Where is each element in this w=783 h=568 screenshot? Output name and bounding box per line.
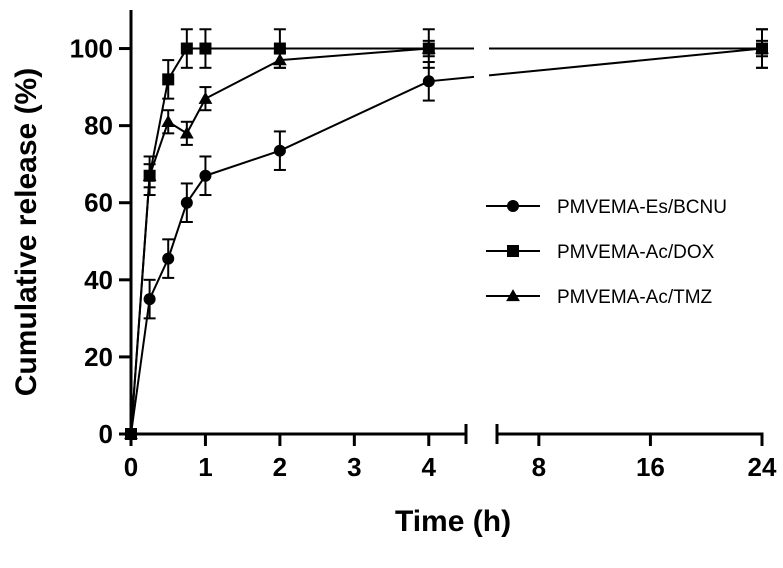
x-axis-title: Time (h) <box>395 505 511 538</box>
series-layer <box>124 28 769 440</box>
data-point-circle <box>162 252 175 265</box>
legend-marker-triangle <box>506 289 520 302</box>
x-tick-label: 16 <box>636 452 665 482</box>
legend-label: PMVEMA-Ac/DOX <box>557 242 715 263</box>
data-point-triangle <box>198 91 213 104</box>
data-point-square <box>180 42 193 55</box>
legend: PMVEMA-Es/BCNU PMVEMA-Ac/DOX PMVEMA-Ac/TMZ <box>486 197 727 308</box>
data-point-square <box>199 42 212 55</box>
legend-label: PMVEMA-Es/BCNU <box>557 197 727 218</box>
data-point-circle <box>422 75 435 88</box>
data-point-circle <box>143 293 156 306</box>
legend-label: PMVEMA-Ac/TMZ <box>557 287 713 308</box>
y-tick-label: 40 <box>84 265 113 295</box>
data-point-triangle <box>755 41 769 54</box>
series-line <box>130 175 151 435</box>
y-tick-label: 80 <box>84 111 113 141</box>
series-line <box>488 47 763 77</box>
data-point-circle <box>180 196 193 209</box>
legend-item: PMVEMA-Es/BCNU <box>486 197 727 218</box>
data-point-triangle <box>124 427 138 440</box>
data-point-triangle <box>179 126 194 139</box>
series-line <box>148 121 170 177</box>
x-tick-label: 2 <box>273 452 287 482</box>
x-tick-label: 3 <box>347 452 361 482</box>
series-triangle <box>124 39 769 440</box>
legend-marker-circle <box>507 200 519 212</box>
series-line <box>279 47 429 62</box>
data-point-circle <box>199 169 212 182</box>
series-line <box>279 80 430 152</box>
series-line <box>148 258 170 300</box>
data-point-triangle <box>142 168 157 181</box>
series-line <box>148 79 170 176</box>
data-point-triangle <box>161 114 176 127</box>
data-point-triangle <box>272 53 287 66</box>
data-point-square <box>162 73 175 86</box>
data-point-triangle <box>421 41 436 54</box>
series-line <box>167 202 188 259</box>
legend-item: PMVEMA-Ac/DOX <box>486 242 715 263</box>
series-line <box>130 298 151 435</box>
y-tick-label: 100 <box>70 34 113 64</box>
series-line <box>185 98 207 134</box>
y-tick-label: 60 <box>84 188 113 218</box>
x-tick-label: 0 <box>124 452 138 482</box>
x-tick-label: 4 <box>422 452 437 482</box>
legend-marker-square <box>507 245 519 257</box>
y-tick-label: 20 <box>84 342 113 372</box>
series-circle <box>125 28 768 440</box>
x-tick-label: 24 <box>748 452 777 482</box>
series-line <box>204 59 281 100</box>
series-line <box>205 149 281 177</box>
legend-item: PMVEMA-Ac/TMZ <box>486 287 713 308</box>
y-tick-label: 0 <box>99 419 113 449</box>
data-point-circle <box>273 144 286 157</box>
axes: 0 20 40 60 80 100 0 1 2 3 4 8 16 24 <box>70 10 777 482</box>
series-line <box>428 75 475 83</box>
y-axis-title: Cumulative release (%) <box>10 68 43 396</box>
x-tick-label: 1 <box>198 452 212 482</box>
x-tick-label: 8 <box>532 452 546 482</box>
